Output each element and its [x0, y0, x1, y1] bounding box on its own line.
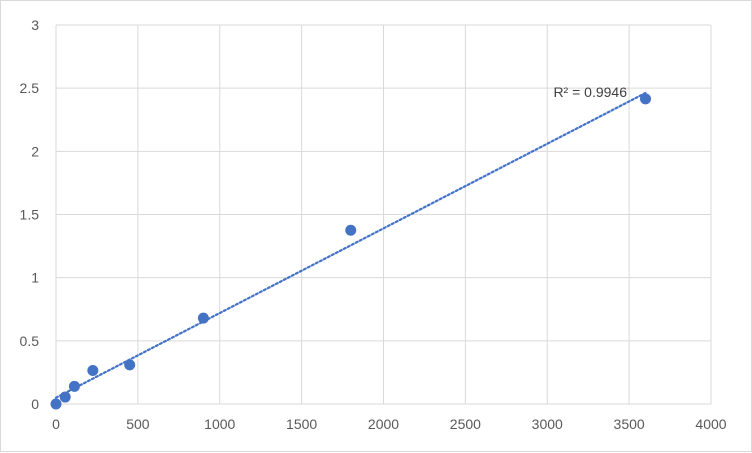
data-point: [124, 359, 136, 371]
x-tick-label: 2000: [368, 416, 399, 432]
data-point: [197, 312, 209, 324]
y-tick-label: 1: [31, 270, 39, 286]
x-tick-label: 3000: [532, 416, 563, 432]
data-point: [68, 380, 80, 392]
data-point: [50, 398, 62, 410]
y-tick-label: 2.5: [20, 80, 40, 96]
y-tick-label: 1.5: [20, 207, 40, 223]
y-tick-label: 3: [31, 17, 39, 33]
x-tick-label: 1000: [204, 416, 235, 432]
y-tick-label: 0.5: [20, 333, 40, 349]
data-point: [640, 93, 651, 105]
data-points: [50, 93, 651, 410]
x-tick-label: 2500: [450, 416, 481, 432]
data-point: [345, 224, 357, 236]
trendline-layer: [54, 91, 647, 399]
x-tick-label: 3500: [614, 416, 645, 432]
data-point: [87, 365, 99, 377]
x-tick-label: 4000: [695, 416, 726, 432]
data-point: [59, 391, 71, 403]
x-tick-label: 1500: [286, 416, 317, 432]
y-tick-label: 0: [31, 396, 39, 412]
trendline: [54, 91, 647, 399]
y-tick-label: 2: [31, 143, 39, 159]
r-squared-label: R² = 0.9946: [553, 84, 627, 100]
x-tick-label: 500: [126, 416, 150, 432]
tick-labels: 0 500 1000 1500 2000 2500 3000 3500 4000 0 0.5 1 1.5…: [20, 17, 727, 432]
x-tick-label: 0: [52, 416, 60, 432]
